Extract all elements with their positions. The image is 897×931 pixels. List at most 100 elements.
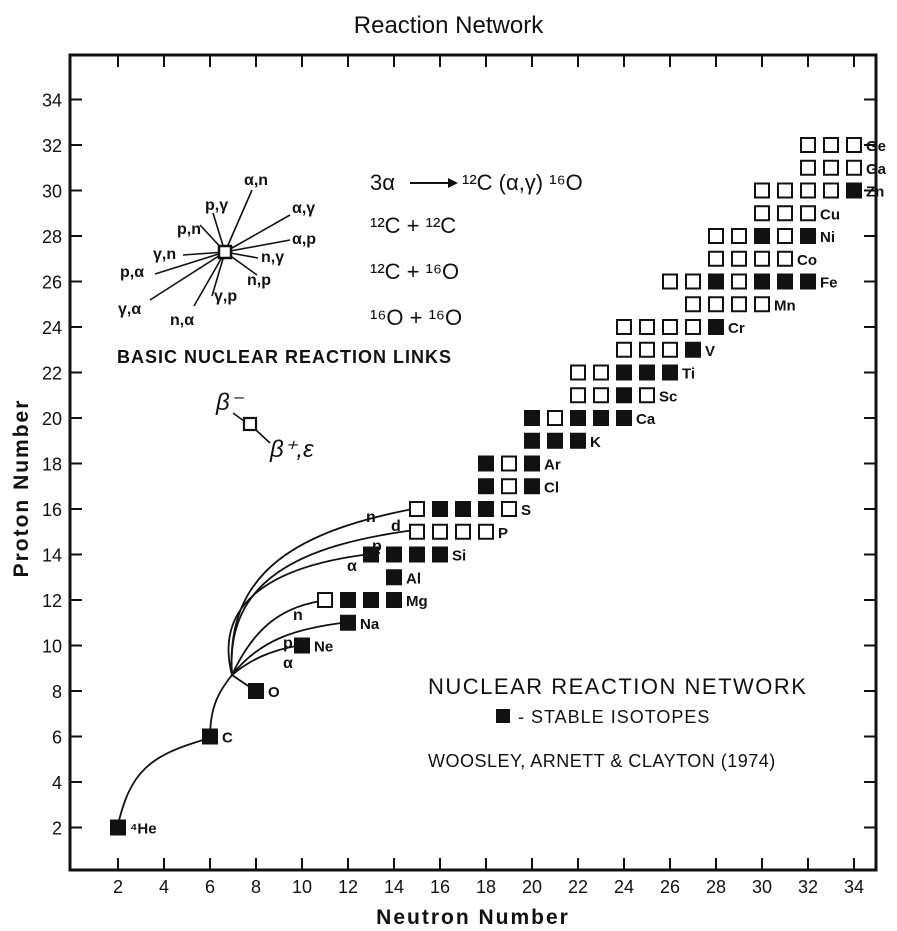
link-p-n: p,n	[177, 221, 201, 238]
isotope-cell	[777, 228, 793, 244]
axis-tick-labels: 2 4 6 8 10 12 14 16 18 20 22 24 26 28 30 32 342468101214…	[42, 91, 864, 898]
x-tick-label: 24	[614, 877, 634, 897]
isotope-cell	[501, 501, 517, 517]
reaction-links-star	[149, 189, 291, 307]
stable-isotope-cell	[524, 410, 540, 426]
reaction-arrow-head	[448, 178, 458, 188]
element-label: Ne	[314, 639, 333, 656]
stable-isotope-cell	[478, 478, 494, 495]
x-tick-label: 4	[159, 877, 169, 897]
stable-isotope-cell	[547, 432, 563, 449]
path-node-si	[227, 552, 381, 676]
links-title: BASIC NUCLEAR REACTION LINKS	[117, 347, 452, 367]
element-label: O	[268, 684, 280, 701]
element-label: P	[498, 525, 508, 542]
stable-isotope-cell	[478, 455, 494, 472]
isotope-cell	[570, 364, 586, 381]
element-label: K	[590, 434, 601, 451]
path-label-n-mg: n	[293, 607, 303, 624]
x-tick-label: 8	[251, 877, 261, 897]
x-tick-label: 10	[292, 877, 312, 897]
element-label: Sc	[659, 388, 677, 405]
x-tick-label: 30	[752, 877, 772, 897]
stable-isotope-cell	[363, 546, 379, 563]
stable-isotope-cell	[294, 637, 310, 654]
isotope-cell	[731, 250, 747, 267]
link-n-alpha: n,α	[170, 312, 194, 329]
y-tick-label: 6	[52, 728, 62, 748]
x-tick-label: 28	[706, 877, 726, 897]
stable-isotope-cell	[340, 592, 356, 608]
y-tick-label: 18	[42, 455, 62, 475]
element-label: Ga	[866, 161, 887, 178]
stable-legend-swatch	[496, 709, 510, 723]
path-label-alpha-si: α	[347, 558, 357, 575]
beta-minus-label: β⁻	[215, 389, 245, 416]
x-tick-label: 12	[338, 877, 358, 897]
link-n-p: n,p	[247, 272, 271, 289]
beta-decay-diagram	[232, 412, 271, 444]
element-label: Ge	[866, 138, 886, 155]
reaction-equations: 3α ¹²C (α,γ) ¹⁶O ¹²C + ¹²C ¹²C + ¹⁶O ¹⁶O…	[370, 170, 583, 330]
isotope-cell	[616, 319, 632, 335]
y-tick-label: 14	[42, 546, 62, 566]
stable-isotope-cell	[685, 341, 701, 358]
stable-isotope-cell	[386, 592, 402, 608]
y-tick-label: 30	[42, 182, 62, 202]
element-label: Ni	[820, 229, 835, 246]
axis-ticks	[70, 55, 876, 870]
stable-isotope-cell	[846, 182, 862, 199]
path-node-ne	[231, 644, 303, 676]
isotope-cell	[685, 273, 701, 290]
element-label: Mg	[406, 593, 428, 610]
stable-isotope-cell	[432, 501, 448, 517]
isotope-cell	[800, 159, 816, 176]
stable-isotope-cell	[340, 614, 356, 631]
isotope-cell	[823, 159, 839, 176]
isotope-cell	[455, 523, 471, 540]
stable-isotope-cell	[524, 455, 540, 472]
y-tick-label: 32	[42, 136, 62, 156]
isotope-cell	[731, 273, 747, 290]
y-tick-label: 8	[52, 682, 62, 702]
stable-isotope-cell	[409, 546, 425, 563]
credit-text: WOOSLEY, ARNETT & CLAYTON (1974)	[428, 751, 776, 771]
isotope-cell	[501, 455, 517, 472]
stable-isotope-cell	[455, 501, 471, 517]
isotope-cells	[110, 137, 862, 836]
y-tick-label: 22	[42, 364, 62, 384]
path-label-alpha-ne: α	[283, 655, 293, 672]
stable-isotope-cell	[616, 387, 632, 404]
y-tick-label: 12	[42, 591, 62, 611]
isotope-cell	[639, 319, 655, 335]
isotope-cell	[662, 319, 678, 335]
element-label: Mn	[774, 297, 796, 314]
stable-isotope-cell	[570, 432, 586, 449]
reaction-c-o: ¹²C + ¹⁶O	[370, 259, 459, 284]
x-tick-label: 34	[844, 877, 864, 897]
isotope-cell	[685, 319, 701, 335]
link-gamma-p: γ,p	[214, 288, 237, 305]
x-tick-label: 22	[568, 877, 588, 897]
reaction-paths	[116, 507, 419, 830]
link-gamma-alpha: γ,α	[118, 301, 141, 318]
reaction-o-o: ¹⁶O + ¹⁶O	[370, 305, 462, 330]
stable-isotope-cell	[524, 478, 540, 495]
path-label-d: d	[391, 518, 401, 535]
isotope-cell	[708, 228, 724, 244]
isotope-cell	[547, 410, 563, 426]
isotope-cell	[662, 341, 678, 358]
path-he-c	[116, 737, 211, 830]
stable-isotope-cell	[524, 432, 540, 449]
stable-isotope-cell	[662, 364, 678, 381]
element-label: Co	[797, 252, 817, 269]
isotope-cell	[409, 523, 425, 540]
stable-isotope-cell	[616, 364, 632, 381]
y-tick-label: 4	[52, 773, 62, 793]
link-n-gamma: n,γ	[261, 249, 284, 266]
stable-isotope-cell	[754, 228, 770, 244]
stable-isotope-cell	[202, 728, 218, 745]
element-label: Cu	[820, 206, 840, 223]
element-label: Al	[406, 570, 421, 587]
element-label: ⁴He	[130, 821, 157, 838]
